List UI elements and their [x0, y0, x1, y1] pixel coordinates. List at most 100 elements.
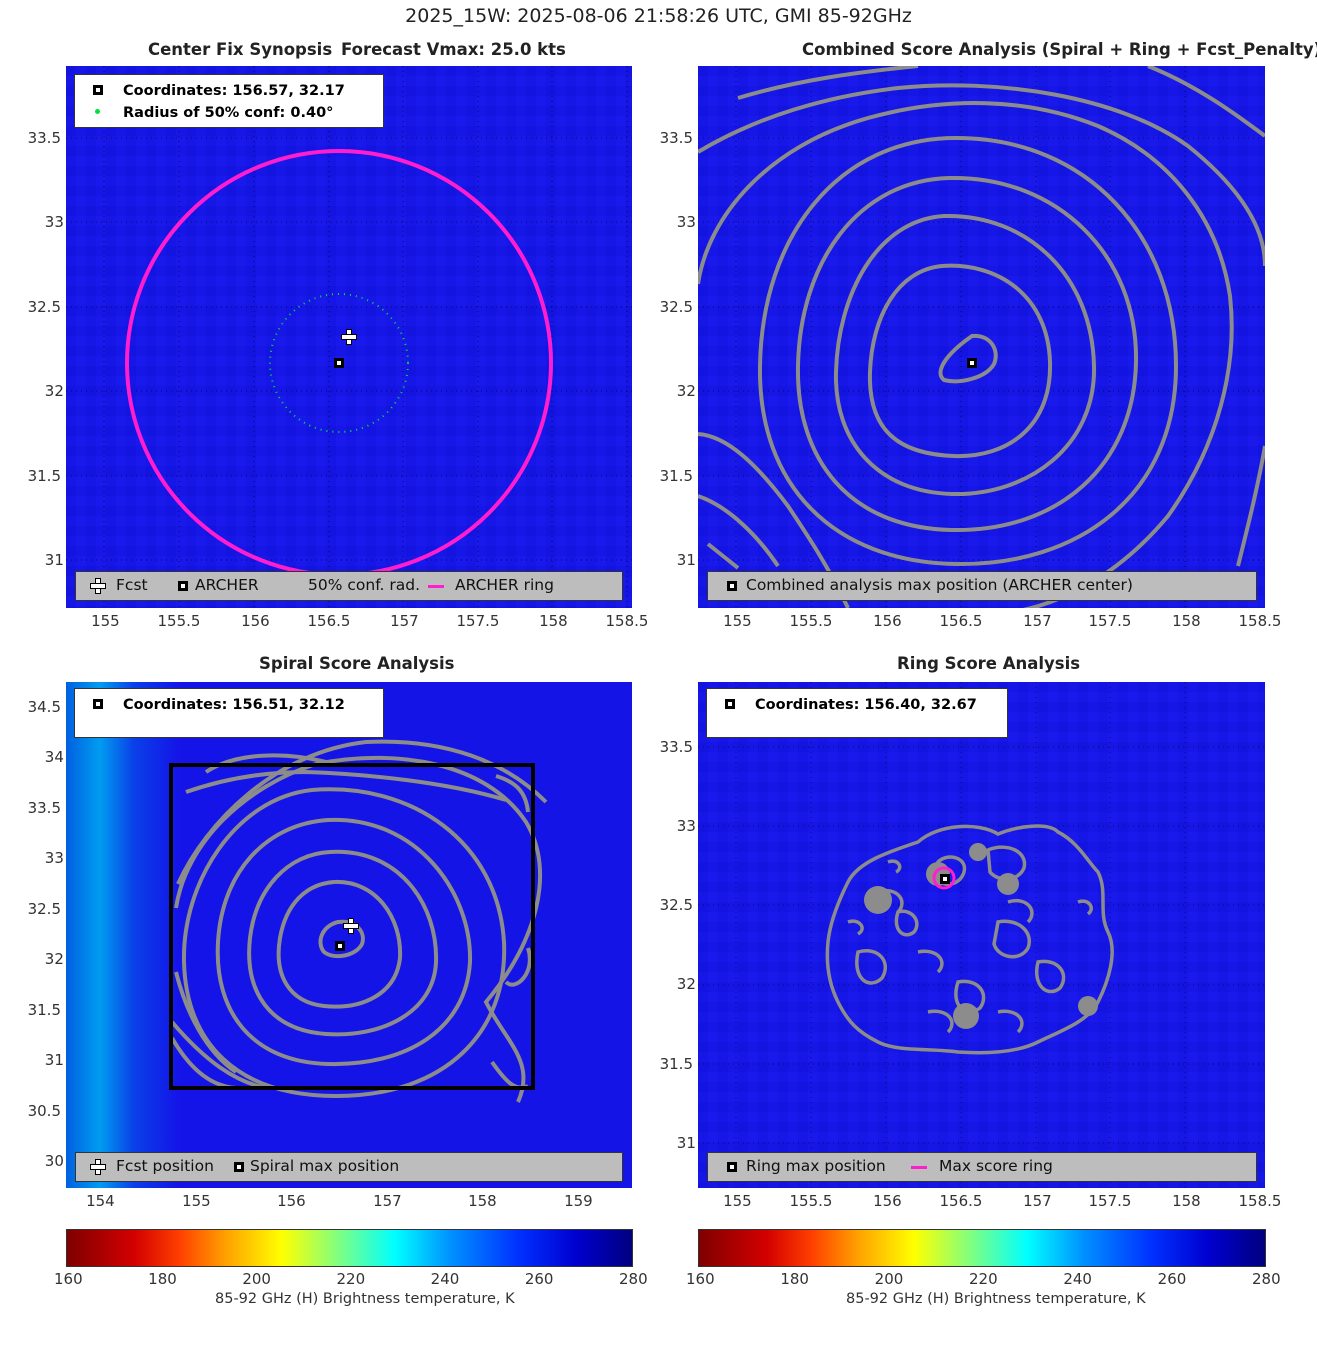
combined-title: Combined Score Analysis (Spiral + Ring +…: [802, 40, 1317, 59]
synopsis-plot: Coordinates: 156.57, 32.17 Radius of 50%…: [66, 66, 632, 608]
ring-info-box: Coordinates: 156.40, 32.67: [706, 688, 1008, 738]
combined-xtick-label: 157.5: [1088, 612, 1132, 630]
spiral-info-coords: Coordinates: 156.51, 32.12: [123, 697, 345, 713]
combined-legend: Combined analysis max position (ARCHER c…: [707, 571, 1257, 601]
colorbar-tick: 180: [780, 1270, 809, 1288]
synopsis-xtick-label: 158: [539, 612, 568, 630]
colorbar-tick: 260: [1157, 1270, 1187, 1288]
synopsis-info-coords: Coordinates: 156.57, 32.17: [123, 83, 345, 99]
combined-ytick-label: 32.5: [659, 298, 693, 316]
legend-archer: ARCHER: [195, 576, 259, 594]
spiral-ytick-label: 31.5: [27, 1001, 61, 1019]
combined-xtick-label: 156: [873, 612, 902, 630]
spiral-plot: Coordinates: 156.51, 32.12 Fcst position…: [66, 682, 632, 1188]
legend-ring-max-icon: [727, 1162, 737, 1172]
colorbar-tick: 160: [54, 1270, 83, 1288]
colorbar-tick: 220: [336, 1270, 366, 1288]
colorbar-left-label: 85-92 GHz (H) Brightness temperature, K: [215, 1291, 515, 1307]
synopsis-xtick-label: 157.5: [456, 612, 500, 630]
spiral-ytick-label: 31: [44, 1051, 64, 1069]
synopsis-xtick-label: 155.5: [157, 612, 201, 630]
combined-xtick-label: 155.5: [789, 612, 833, 630]
spiral-search-box: [169, 763, 535, 1090]
spiral-xtick-label: 157: [373, 1192, 402, 1210]
colorbar-tick: 240: [1063, 1270, 1092, 1288]
colorbar-tick: 280: [619, 1270, 648, 1288]
legend-ring-icon: [428, 585, 444, 588]
ring-xtick-label: 157.5: [1088, 1192, 1132, 1210]
ring-field: [698, 682, 1265, 1188]
combined-ytick-label: 31.5: [659, 467, 693, 485]
colorbar-tick: 260: [524, 1270, 554, 1288]
colorbar-right-label: 85-92 GHz (H) Brightness temperature, K: [846, 1291, 1146, 1307]
legend-conf: 50% conf. rad.: [308, 576, 421, 594]
synopsis-xtick-label: 157: [390, 612, 419, 630]
synopsis-ytick-label: 33: [44, 213, 64, 231]
ring-svg: [698, 682, 1265, 1188]
combined-gridlines: [698, 66, 1265, 608]
legend-fcst-icon: [90, 578, 106, 594]
colorbar-tick: 240: [430, 1270, 460, 1288]
spiral-xtick-label: 154: [86, 1192, 115, 1210]
ring-ytick-label: 32: [676, 975, 696, 993]
legend-spiral-max: Spiral max position: [250, 1157, 400, 1175]
ring-xtick-label: 155: [723, 1192, 752, 1210]
synopsis-legend: Fcst ARCHER 50% conf. rad. ARCHER ring: [75, 571, 623, 601]
ring-xtick-label: 158: [1172, 1192, 1201, 1210]
combined-xtick-label: 158: [1172, 612, 1201, 630]
spiral-ytick-label: 33: [44, 849, 64, 867]
spiral-xtick-label: 158: [468, 1192, 497, 1210]
synopsis-info-box: Coordinates: 156.57, 32.17 Radius of 50%…: [74, 74, 384, 128]
combined-xtick-label: 156.5: [939, 612, 983, 630]
colorbar-tick: 180: [148, 1270, 177, 1288]
combined-svg: [698, 66, 1265, 608]
combined-ytick-label: 33: [676, 213, 696, 231]
max-score-ring: [932, 866, 956, 890]
legend-combined-max-icon: [727, 581, 737, 591]
ring-xtick-label: 158.5: [1238, 1192, 1282, 1210]
colorbar-right: [698, 1229, 1266, 1267]
spiral-ytick-label: 30.5: [27, 1102, 61, 1120]
colorbar-tick: 280: [1252, 1270, 1281, 1288]
synopsis-ytick-label: 32: [44, 382, 64, 400]
combined-contours: [698, 66, 1265, 608]
legend-spiral-fcst: Fcst position: [116, 1157, 214, 1175]
combined-ytick-label: 31: [676, 551, 696, 569]
spiral-ytick-label: 34.5: [27, 698, 61, 716]
ring-ytick-label: 31.5: [659, 1055, 693, 1073]
legend-ring-max: Ring max position: [746, 1157, 886, 1175]
info-square-icon: [93, 85, 103, 95]
combined-ytick-label: 32: [676, 382, 696, 400]
ring-info-square-icon: [725, 699, 735, 709]
spiral-info-square-icon: [93, 699, 103, 709]
spiral-xtick-label: 155: [182, 1192, 211, 1210]
combined-xtick-label: 157: [1023, 612, 1052, 630]
colorbar-tick: 200: [874, 1270, 904, 1288]
synopsis-info-radius: Radius of 50% conf: 0.40°: [123, 105, 334, 121]
spiral-ytick-label: 34: [44, 748, 64, 766]
colorbar-left: [66, 1229, 633, 1267]
synopsis-xtick-label: 156: [241, 612, 270, 630]
colorbar-tick: 160: [686, 1270, 715, 1288]
legend-fcst: Fcst: [116, 576, 148, 594]
synopsis-xtick-label: 156.5: [307, 612, 351, 630]
synopsis-ytick-label: 33.5: [27, 129, 61, 147]
spiral-legend: Fcst position Spiral max position: [75, 1152, 623, 1182]
spiral-svg: [66, 682, 632, 1188]
synopsis-gridlines: [66, 66, 632, 608]
ring-ytick-label: 31: [676, 1134, 696, 1152]
combined-xtick-label: 155: [723, 612, 752, 630]
ring-xtick-label: 155.5: [789, 1192, 833, 1210]
spiral-info-box: Coordinates: 156.51, 32.12: [74, 688, 384, 738]
ring-title: Ring Score Analysis: [897, 654, 1081, 673]
ring-xtick-label: 156.5: [939, 1192, 983, 1210]
spiral-ytick-label: 32.5: [27, 900, 61, 918]
combined-plot: Combined analysis max position (ARCHER c…: [698, 66, 1265, 608]
legend-archer-icon: [178, 581, 188, 591]
figure-title: 2025_15W: 2025-08-06 21:58:26 UTC, GMI 8…: [405, 5, 912, 27]
ring-max-marker-icon: [940, 874, 950, 884]
spiral-xtick-label: 156: [277, 1192, 306, 1210]
spiral-max-marker-icon: [335, 941, 345, 951]
combined-xtick-label: 158.5: [1238, 612, 1282, 630]
ring-info-coords: Coordinates: 156.40, 32.67: [755, 697, 977, 713]
